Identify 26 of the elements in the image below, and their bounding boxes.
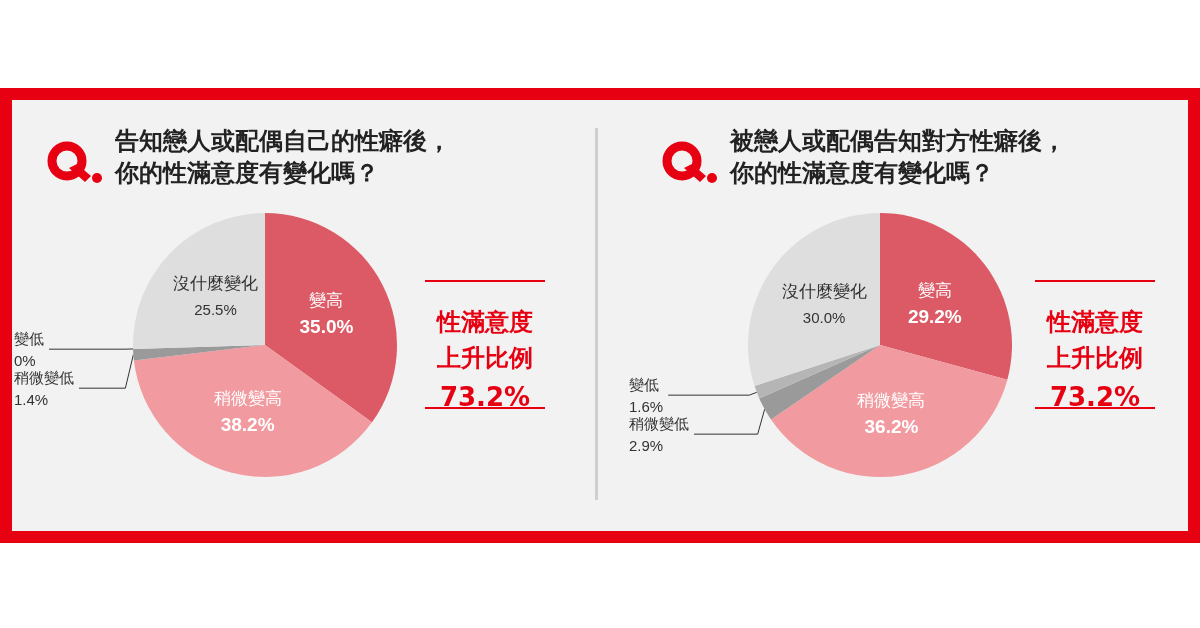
data-label: 35.0%: [299, 316, 354, 338]
slice-label: 稍微變低: [629, 414, 689, 432]
slice-label: 變低: [629, 375, 659, 393]
data-label: 1.6%: [629, 397, 664, 415]
slice-label: 稍微變低: [14, 368, 74, 386]
slice-label: 沒什麼變化: [172, 274, 258, 294]
data-label: 29.2%: [907, 305, 962, 327]
slice-label: 稍微變高: [213, 389, 282, 409]
data-label: 38.2%: [220, 414, 275, 436]
text: 0%: [14, 351, 36, 369]
text: 73.2%: [1048, 381, 1142, 414]
chart-title: 被戀人或配偶告知對方性癖後，你的性滿意度有變化嗎？: [730, 126, 1067, 189]
data-label: 25.5%: [194, 301, 237, 319]
text: 性滿意度上升比例: [1045, 307, 1144, 374]
data-label: 36.2%: [864, 415, 919, 437]
text: 性滿意度上升比例: [435, 307, 534, 374]
slice-label: 沒什麼變化: [781, 282, 867, 301]
chart-title: 告知戀人或配偶自己的性癖後，你的性滿意度有變化嗎？: [115, 126, 452, 189]
slice-label: 變高: [309, 291, 344, 311]
data-label: 1.4%: [14, 390, 49, 408]
text: 73.2%: [438, 381, 532, 414]
slice-label: 稍微變高: [857, 390, 926, 410]
data-label: 2.9%: [629, 436, 664, 454]
category-label: 變低: [14, 329, 44, 347]
data-label: 30.0%: [802, 309, 846, 326]
slice-label: 變高: [917, 280, 952, 300]
